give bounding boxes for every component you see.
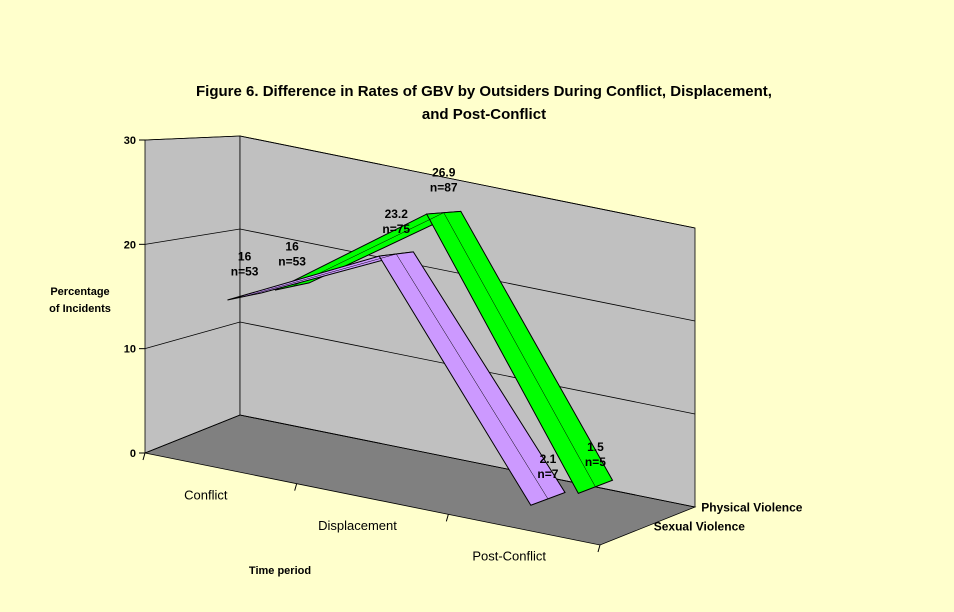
series-line: [244, 253, 549, 499]
ribbon-segment: [378, 251, 566, 506]
x-axis-label: Time period: [249, 565, 311, 577]
data-label: 26.9: [432, 166, 456, 180]
data-label-count: n=53: [278, 255, 306, 269]
x-tick: [597, 544, 601, 553]
x-tick: [294, 483, 298, 491]
y-tick-label: 30: [124, 135, 136, 147]
y-axis-label: of Incidents: [49, 303, 111, 315]
y-tick-label: 0: [130, 448, 136, 460]
x-tick-label: Conflict: [184, 487, 228, 502]
data-label: 2.1: [540, 452, 557, 466]
x-tick-label: Displacement: [318, 518, 397, 533]
grid-line: [144, 228, 696, 322]
y-tick-label: 20: [124, 239, 136, 251]
x-tick: [142, 452, 146, 461]
data-label-count: n=53: [231, 264, 259, 278]
x-tick-label: Post-Conflict: [472, 549, 546, 564]
y-axis-label: Percentage: [50, 286, 109, 298]
data-label: 1.5: [587, 440, 604, 454]
ribbon-segment: [425, 210, 614, 494]
chart-title: Figure 6. Difference in Rates of GBV by …: [196, 83, 772, 100]
side-wall: [144, 135, 241, 454]
data-label: 23.2: [385, 207, 409, 221]
data-label-count: n=75: [382, 222, 410, 236]
data-label: 16: [238, 249, 252, 263]
data-label-count: n=7: [537, 467, 558, 481]
series-line: [291, 212, 596, 487]
legend-label: Physical Violence: [701, 501, 802, 515]
grid-line: [144, 135, 696, 229]
chart-title: and Post-Conflict: [422, 106, 546, 123]
legend-label: Sexual Violence: [654, 520, 745, 534]
y-tick-label: 10: [124, 344, 136, 356]
data-label-count: n=87: [430, 181, 458, 195]
data-label: 16: [285, 240, 299, 254]
data-label-count: n=5: [585, 455, 606, 469]
x-tick: [445, 514, 449, 522]
